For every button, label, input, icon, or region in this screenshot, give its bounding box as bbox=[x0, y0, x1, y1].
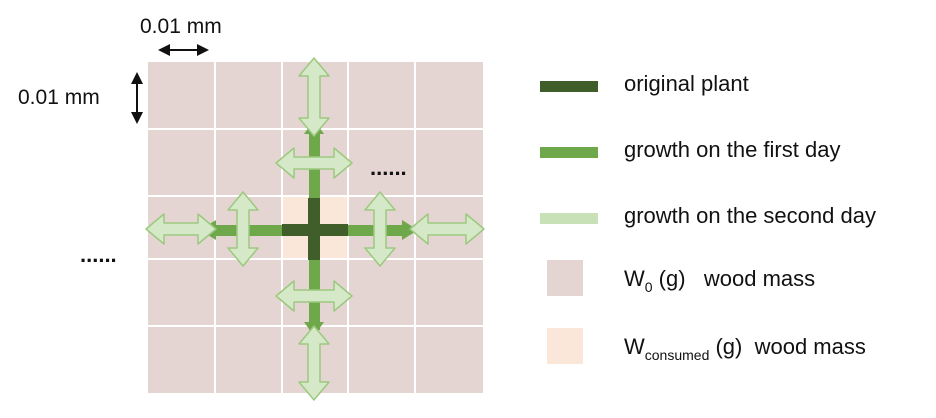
legend-label-day1: growth on the first day bbox=[624, 137, 841, 162]
legend-swatch-original bbox=[540, 81, 598, 92]
day2-arrow-left-vertical bbox=[227, 191, 259, 267]
legend-wconsumed-sub: consumed bbox=[644, 347, 710, 363]
legend-w0-sub: 0 bbox=[644, 279, 653, 295]
day2-arrow-far-right bbox=[409, 213, 485, 245]
legend-w0-text: (g) wood mass bbox=[652, 266, 816, 291]
legend-label-w0: W0 (g) wood mass bbox=[624, 265, 815, 295]
legend-swatch-day2 bbox=[540, 213, 598, 224]
ellipsis-left: ...... bbox=[80, 242, 117, 267]
day2-arrow-far-left bbox=[145, 213, 217, 245]
day2-arrow-right-vertical bbox=[364, 191, 396, 267]
legend-item-original-plant: original plant bbox=[540, 60, 930, 100]
scale-bar-horizontal: 0.01 mm bbox=[140, 15, 222, 56]
scale-y-label: 0.01 mm bbox=[18, 86, 100, 109]
day2-arrow-top bbox=[298, 57, 330, 137]
scale-bar-vertical: 0.01 mm bbox=[18, 72, 143, 124]
legend-item-day1: growth on the first day bbox=[540, 126, 930, 166]
legend-label-original: original plant bbox=[624, 71, 749, 96]
legend-swatch-day1 bbox=[540, 147, 598, 158]
legend-wconsumed-text: (g) wood mass bbox=[709, 334, 866, 359]
legend-label-wconsumed: Wconsumed (g) wood mass bbox=[624, 333, 866, 363]
legend-item-wconsumed: Wconsumed (g) wood mass bbox=[540, 326, 930, 366]
legend-item-w0: W0 (g) wood mass bbox=[540, 258, 930, 298]
day1-arrowhead-right bbox=[402, 220, 418, 240]
legend-wconsumed-symbol: W bbox=[624, 334, 645, 359]
legend-swatch-wconsumed bbox=[547, 328, 583, 364]
original-plant bbox=[282, 198, 348, 260]
day2-arrow-bottom bbox=[298, 325, 330, 401]
legend-label-day2: growth on the second day bbox=[624, 203, 876, 228]
day2-arrow-upper-horizontal bbox=[275, 147, 353, 179]
day2-arrow-lower-horizontal bbox=[275, 280, 353, 312]
legend-item-day2: growth on the second day bbox=[540, 192, 930, 232]
ellipsis-right: ...... bbox=[370, 155, 407, 180]
growth-day-2 bbox=[145, 57, 485, 401]
scale-x-label: 0.01 mm bbox=[140, 15, 222, 38]
legend-swatch-w0 bbox=[547, 260, 583, 296]
original-plant-horizontal bbox=[282, 224, 348, 236]
legend-w0-symbol: W bbox=[624, 266, 645, 291]
